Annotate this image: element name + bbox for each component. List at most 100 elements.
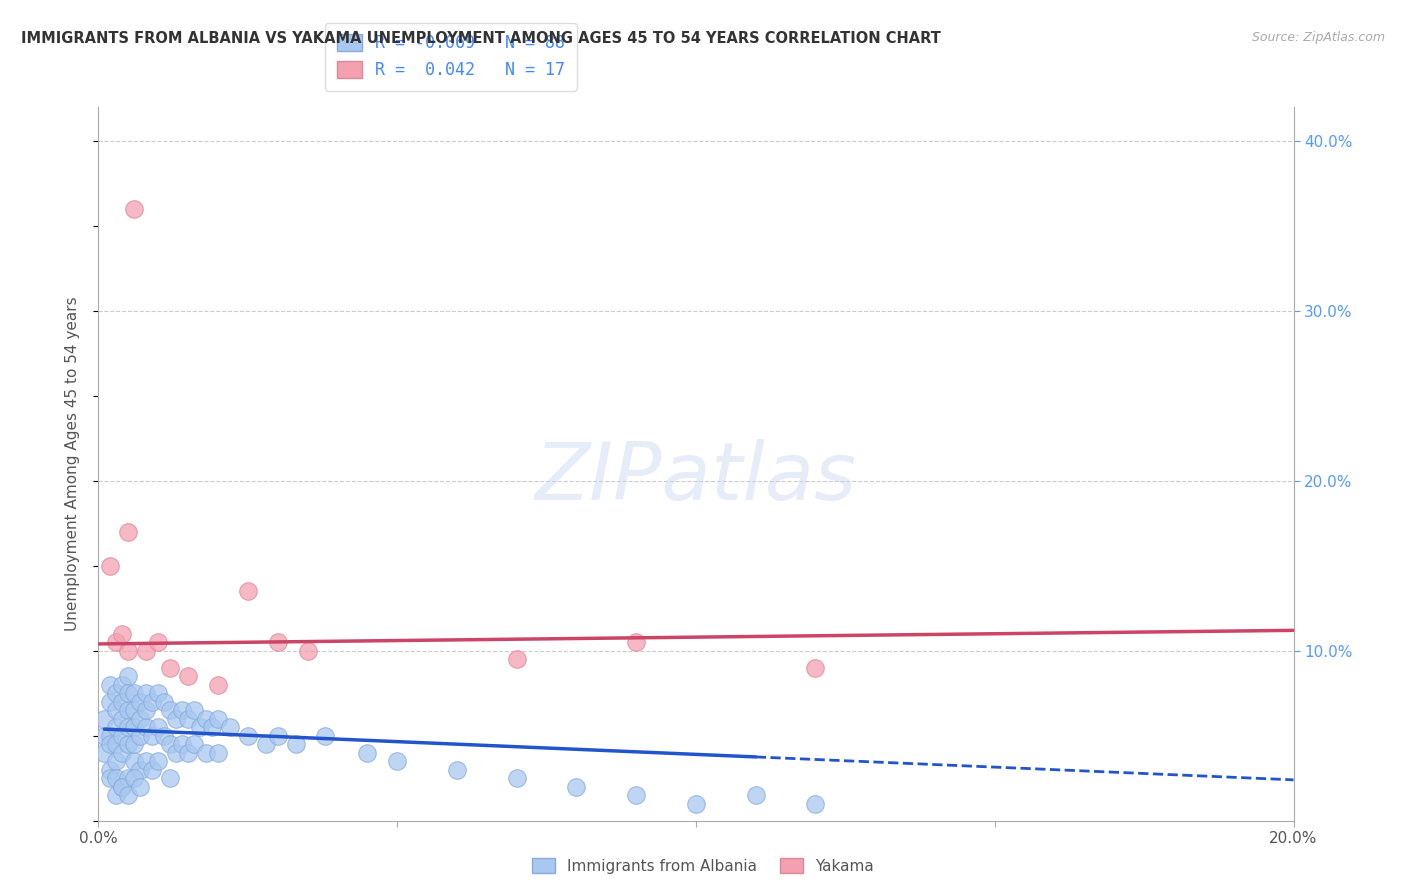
Point [626,788,648,802]
Point [117,524,139,539]
Point [267,635,290,649]
Point [135,686,157,700]
Point [117,669,139,683]
Point [111,626,134,640]
Legend: Immigrants from Albania, Yakama: Immigrants from Albania, Yakama [526,852,880,880]
Point [135,703,157,717]
Point [93,712,115,726]
Point [284,737,307,751]
Point [201,720,224,734]
Point [183,703,205,717]
Point [111,712,134,726]
Point [135,720,157,734]
Point [117,771,139,785]
Point [129,763,152,777]
Point [626,635,648,649]
Point [93,729,115,743]
Point [98,771,122,785]
Point [159,661,181,675]
Point [565,780,588,794]
Point [98,558,122,573]
Point [129,780,152,794]
Point [236,584,259,599]
Point [207,678,229,692]
Point [129,695,152,709]
Point [177,712,200,726]
Point [745,788,768,802]
Point [117,737,139,751]
Text: Source: ZipAtlas.com: Source: ZipAtlas.com [1251,31,1385,45]
Point [105,771,128,785]
Point [124,686,146,700]
Point [172,737,194,751]
Point [172,703,194,717]
Point [129,729,152,743]
Point [446,763,468,777]
Point [165,712,187,726]
Point [141,695,163,709]
Point [117,703,139,717]
Point [111,729,134,743]
Point [254,737,277,751]
Point [159,737,181,751]
Point [111,678,134,692]
Point [124,720,146,734]
Point [105,737,128,751]
Point [105,703,128,717]
Point [105,754,128,768]
Point [236,729,259,743]
Point [297,644,319,658]
Point [159,771,181,785]
Point [804,797,827,811]
Point [219,720,242,734]
Point [153,729,176,743]
Point [111,780,134,794]
Point [385,754,409,768]
Point [804,661,827,675]
Point [148,635,170,649]
Point [148,686,170,700]
Point [267,729,290,743]
Point [141,729,163,743]
Point [111,746,134,760]
Point [93,746,115,760]
Point [506,652,529,666]
Point [105,686,128,700]
Point [183,737,205,751]
Point [117,686,139,700]
Point [124,737,146,751]
Point [148,754,170,768]
Point [124,771,146,785]
Point [117,644,139,658]
Point [117,788,139,802]
Point [165,746,187,760]
Point [135,754,157,768]
Point [207,746,229,760]
Point [124,703,146,717]
Point [148,720,170,734]
Point [98,695,122,709]
Point [177,746,200,760]
Point [356,746,378,760]
Point [98,737,122,751]
Point [188,720,211,734]
Point [129,712,152,726]
Point [685,797,707,811]
Point [111,695,134,709]
Point [207,712,229,726]
Point [105,788,128,802]
Point [153,695,176,709]
Point [117,720,139,734]
Point [105,635,128,649]
Point [315,729,337,743]
Point [111,780,134,794]
Point [195,746,218,760]
Point [177,669,200,683]
Text: ZIPatlas: ZIPatlas [534,439,858,517]
Point [195,712,218,726]
Point [98,678,122,692]
Point [98,763,122,777]
Point [135,644,157,658]
Point [141,763,163,777]
Text: IMMIGRANTS FROM ALBANIA VS YAKAMA UNEMPLOYMENT AMONG AGES 45 TO 54 YEARS CORRELA: IMMIGRANTS FROM ALBANIA VS YAKAMA UNEMPL… [21,31,941,46]
